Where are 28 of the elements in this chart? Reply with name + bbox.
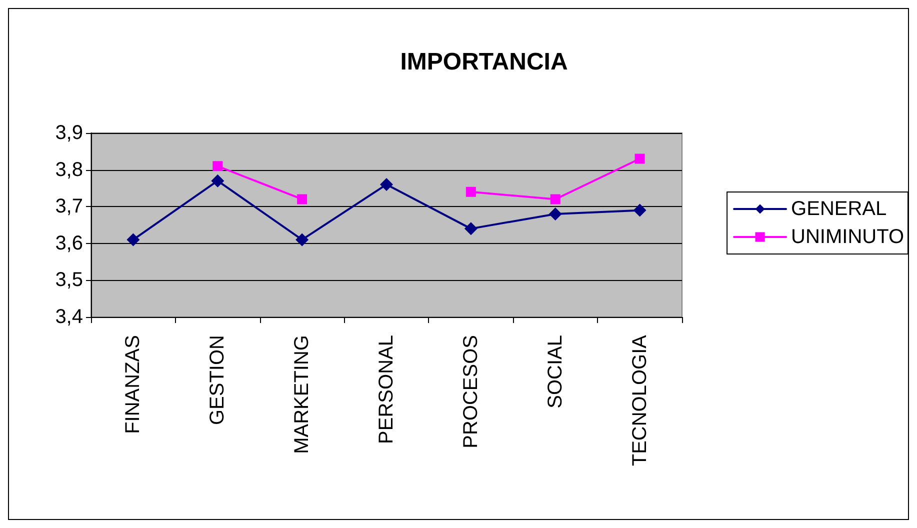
point (211, 174, 224, 188)
y-tick-label: 3,7 (55, 196, 83, 218)
x-tick-label: SOCIAL (544, 335, 566, 408)
point (550, 194, 560, 204)
point (380, 178, 393, 192)
legend-label: GENERAL (791, 198, 887, 220)
point (296, 233, 309, 246)
point (126, 233, 140, 246)
legend-label: UNIMINUTO (791, 226, 904, 248)
point (634, 154, 645, 164)
x-tick-label: PERSONAL (376, 335, 398, 444)
chart-title: IMPORTANCIA (400, 48, 568, 76)
x-tick-label: GESTION (206, 335, 229, 426)
point (466, 186, 476, 197)
y-tick-label: 3,4 (55, 306, 83, 328)
point (633, 204, 646, 217)
x-tick-label: PROCESOS (460, 335, 482, 448)
x-tick-label: FINANZAS (122, 335, 144, 434)
point (297, 194, 308, 204)
point (212, 161, 223, 172)
x-tick-label: MARKETING (291, 335, 314, 454)
point (464, 222, 478, 236)
y-tick-label: 3,5 (55, 269, 83, 292)
x-tick-label: TECNOLOGIA (628, 334, 651, 466)
y-tick-label: 3,6 (55, 232, 83, 254)
point (548, 207, 562, 220)
y-tick-label: 3,9 (55, 122, 83, 144)
y-tick-label: 3,8 (55, 158, 83, 181)
